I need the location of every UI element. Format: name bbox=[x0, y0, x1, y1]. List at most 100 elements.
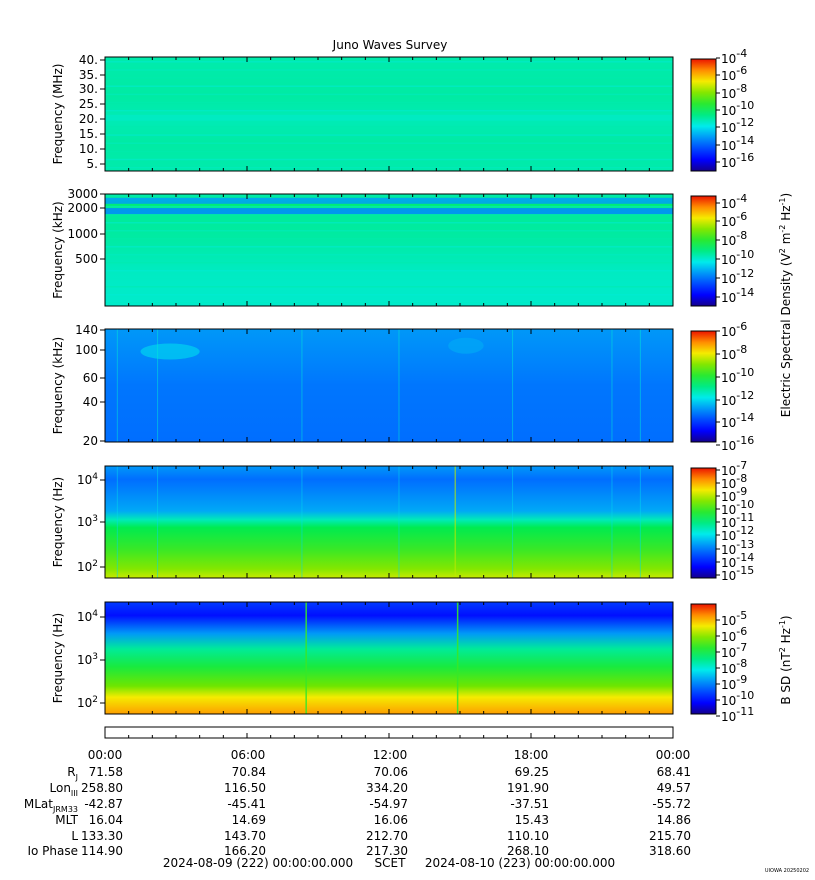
streak bbox=[512, 329, 514, 442]
stripe bbox=[105, 126, 673, 128]
colorbar bbox=[691, 468, 716, 578]
ephemeris-value: -55.72 bbox=[652, 797, 691, 811]
streak bbox=[398, 329, 400, 442]
ephemeris-value: -37.51 bbox=[510, 797, 549, 811]
colorbar-frame bbox=[690, 58, 717, 172]
time-axis bbox=[104, 726, 674, 739]
y-tick-label: 30. bbox=[79, 82, 98, 96]
ephemeris-row-label: RJ bbox=[67, 765, 78, 782]
ephemeris-value: 258.80 bbox=[81, 781, 123, 795]
scet-label: SCET bbox=[375, 856, 407, 870]
ephemeris-value: 16.04 bbox=[89, 813, 123, 827]
ephemeris-row-label: MLatJRM33 bbox=[24, 797, 78, 814]
streak bbox=[116, 466, 118, 578]
colorbar-tick-label: 10-6 bbox=[721, 320, 747, 339]
spectrogram-1 bbox=[105, 57, 673, 171]
spectrogram-panels: 40.35.30.25.20.15.10.5. Frequency (MHz) 10… bbox=[51, 47, 754, 724]
colorbar-tick-label: 10-14 bbox=[721, 411, 754, 430]
ephemeris-value: 71.58 bbox=[89, 765, 123, 779]
scet-end: 2024-08-10 (223) 00:00:00.000 bbox=[425, 856, 615, 870]
spectrogram-4 bbox=[105, 466, 673, 578]
colorbar-frame bbox=[690, 195, 717, 307]
colorbar-tick-label: 10-16 bbox=[721, 434, 754, 453]
colorbar-tick-label: 10-6 bbox=[721, 210, 747, 229]
scet-start: 2024-08-09 (222) 00:00:00.000 bbox=[163, 856, 353, 870]
y-tick-label: 15. bbox=[79, 127, 98, 141]
ephemeris-row-label: LonIII bbox=[50, 781, 79, 798]
ephemeris-value: 49.57 bbox=[657, 781, 691, 795]
stripe bbox=[105, 206, 673, 208]
colorbar-frame bbox=[690, 467, 717, 579]
stripe bbox=[105, 294, 673, 296]
y-axis-label: Frequency (kHz) bbox=[51, 201, 65, 298]
emission-band bbox=[105, 197, 673, 204]
stripe bbox=[105, 254, 673, 256]
y-tick-label: 10. bbox=[79, 142, 98, 156]
ephemeris-value: 16.06 bbox=[374, 813, 408, 827]
colorbar-tick-label: 10-14 bbox=[721, 286, 754, 305]
stripe bbox=[105, 214, 673, 216]
colorbar bbox=[691, 59, 716, 171]
stripe bbox=[105, 230, 673, 232]
y-tick-label: 102 bbox=[77, 559, 98, 574]
stripe bbox=[105, 278, 673, 280]
streak bbox=[157, 329, 159, 442]
time-label: 12:00 bbox=[373, 748, 408, 762]
colorbar-tick-label: 10-12 bbox=[721, 267, 754, 286]
stripe bbox=[105, 262, 673, 264]
y-axis-label: Frequency (MHz) bbox=[51, 64, 65, 165]
y-tick-label: 3000 bbox=[67, 187, 98, 201]
y-tick-label: 20. bbox=[79, 112, 98, 126]
y-tick-label: 104 bbox=[77, 609, 98, 624]
y-tick-label: 103 bbox=[77, 652, 98, 667]
colorbar-tick-label: 10-12 bbox=[721, 116, 754, 135]
y-tick-label: 140 bbox=[75, 323, 98, 337]
emission-patch bbox=[448, 337, 484, 354]
watermark: UIOWA 20250202 bbox=[765, 868, 809, 874]
ephemeris-table: 00:00 06:00 12:00 18:00 00:00 RJ 71.58 70.84 70.… bbox=[24, 748, 691, 858]
time-label: 18:00 bbox=[514, 748, 549, 762]
ephemeris-value: 212.70 bbox=[366, 829, 408, 843]
stripe bbox=[105, 238, 673, 240]
y-tick-label: 5. bbox=[87, 157, 98, 171]
colorbar bbox=[691, 604, 716, 714]
y-tick-label: 104 bbox=[77, 472, 98, 487]
spike bbox=[305, 602, 307, 714]
streak bbox=[611, 329, 613, 442]
spike bbox=[456, 602, 459, 714]
time-label: 06:00 bbox=[231, 748, 266, 762]
ephemeris-value: 143.70 bbox=[224, 829, 266, 843]
time-label: 00:00 bbox=[656, 748, 691, 762]
stripe bbox=[105, 85, 673, 87]
colorbar bbox=[691, 331, 716, 442]
stripe bbox=[105, 142, 673, 144]
y-axis-label: Frequency (kHz) bbox=[51, 337, 65, 434]
y-tick-label: 40 bbox=[83, 395, 98, 409]
ephemeris-row-label: MLT bbox=[55, 813, 78, 827]
stripe bbox=[105, 69, 673, 71]
y-axis-label: Frequency (Hz) bbox=[51, 477, 65, 568]
colorbar-tick-label: 10-4 bbox=[721, 192, 747, 211]
stripe bbox=[105, 93, 673, 96]
streak bbox=[398, 466, 400, 578]
ephemeris-row-label: Io Phase bbox=[27, 844, 78, 858]
panel-3: 140 100 60 40 20 Frequency (kHz) 10-6 10-8 10-10… bbox=[51, 320, 754, 453]
ephemeris-row-label: L bbox=[71, 829, 78, 843]
ephemeris-value: 110.10 bbox=[507, 829, 549, 843]
ephemeris-value: 166.20 bbox=[224, 844, 266, 858]
colorbar-tick-label: 10-12 bbox=[721, 389, 754, 408]
electric-spectral-density-label: Electric Spectral Density (V2 m-2 Hz-1) bbox=[778, 193, 793, 417]
ephemeris-value: 14.86 bbox=[657, 813, 691, 827]
colorbar-tick-label: 10-10 bbox=[721, 248, 754, 267]
ephemeris-value: 116.50 bbox=[224, 781, 266, 795]
stripe bbox=[105, 150, 673, 153]
colorbar-tick-label: 10-10 bbox=[721, 366, 754, 385]
y-tick-label: 60 bbox=[83, 371, 98, 385]
stripe bbox=[105, 246, 673, 248]
ephemeris-value: -54.97 bbox=[369, 797, 408, 811]
figure-title: Juno Waves Survey bbox=[332, 38, 448, 52]
colorbar bbox=[691, 196, 716, 306]
ephemeris-value: 268.10 bbox=[507, 844, 549, 858]
ephemeris-value: 114.90 bbox=[81, 844, 123, 858]
y-tick-label: 102 bbox=[77, 695, 98, 710]
